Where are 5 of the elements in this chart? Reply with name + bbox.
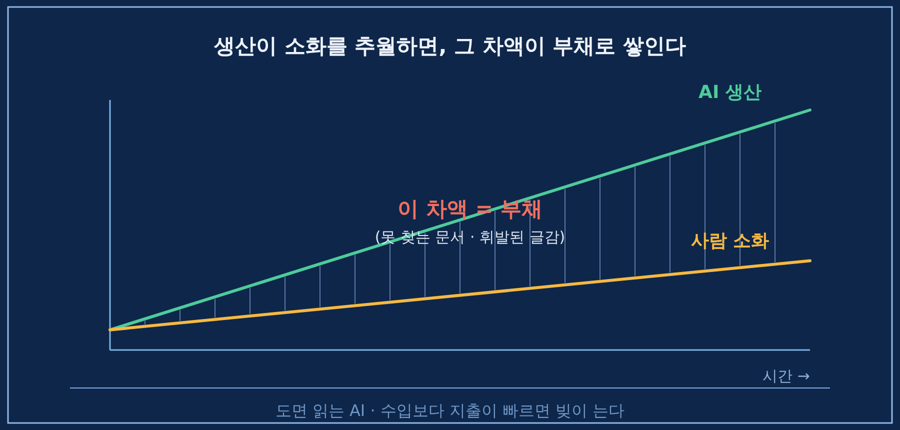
series-label: AI 생산 [698, 82, 762, 103]
chart-title: 생산이 소화를 추월하면, 그 차액이 부채로 쌓인다 [213, 34, 686, 58]
text: 도면 읽는 AI · 수입보다 지출이 빠르면 빚이 는다 [275, 401, 625, 420]
series-label: 사람 소화 [690, 230, 770, 252]
x-axis-title: 시간 → [762, 367, 810, 385]
